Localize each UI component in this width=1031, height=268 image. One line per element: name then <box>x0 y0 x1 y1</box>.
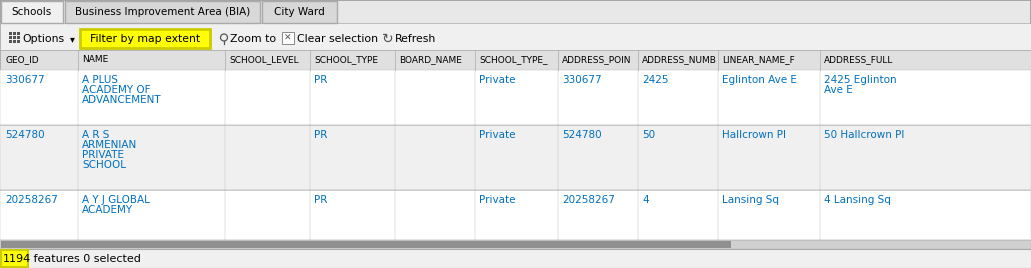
Text: Options: Options <box>22 34 64 43</box>
Text: ADVANCEMENT: ADVANCEMENT <box>82 95 162 105</box>
Text: A R S: A R S <box>82 130 109 140</box>
Bar <box>9 32 11 35</box>
Text: 330677: 330677 <box>562 75 602 85</box>
Bar <box>13 32 15 35</box>
Text: SCHOOL_LEVEL: SCHOOL_LEVEL <box>229 55 299 65</box>
Text: LINEAR_NAME_F: LINEAR_NAME_F <box>722 55 795 65</box>
Text: ✕: ✕ <box>285 34 292 43</box>
Text: PR: PR <box>314 75 328 85</box>
Text: ADDRESS_POIN: ADDRESS_POIN <box>562 55 632 65</box>
Text: ▾: ▾ <box>69 35 74 44</box>
Text: Private: Private <box>479 75 516 85</box>
Text: Refresh: Refresh <box>395 34 436 43</box>
Text: ADDRESS_NUMB: ADDRESS_NUMB <box>642 55 717 65</box>
Text: ACADEMY OF: ACADEMY OF <box>82 85 151 95</box>
Bar <box>262 1 337 23</box>
Bar <box>0 70 1031 125</box>
Text: Schools: Schools <box>12 7 53 17</box>
Text: Lansing Sq: Lansing Sq <box>722 195 779 205</box>
Bar <box>1 1 63 23</box>
Bar <box>0 190 1031 240</box>
Text: 4 Lansing Sq: 4 Lansing Sq <box>824 195 891 205</box>
Text: 1194: 1194 <box>3 254 31 263</box>
Text: ACADEMY: ACADEMY <box>82 205 133 215</box>
Text: ↻: ↻ <box>383 32 394 46</box>
Text: Filter by map extent: Filter by map extent <box>90 34 200 43</box>
Bar <box>1 250 28 267</box>
Text: City Ward: City Ward <box>274 7 325 17</box>
Text: SCHOOL_TYPE: SCHOOL_TYPE <box>314 55 378 65</box>
Text: Hallcrown Pl: Hallcrown Pl <box>722 130 786 140</box>
Text: NAME: NAME <box>82 55 108 65</box>
Bar <box>0 23 1031 50</box>
Bar <box>13 40 15 43</box>
Text: SCHOOL_TYPE_: SCHOOL_TYPE_ <box>479 55 547 65</box>
Text: Eglinton Ave E: Eglinton Ave E <box>722 75 797 85</box>
Text: features 0 selected: features 0 selected <box>30 254 141 263</box>
Text: A Y J GLOBAL: A Y J GLOBAL <box>82 195 149 205</box>
Text: BOARD_NAME: BOARD_NAME <box>399 55 462 65</box>
Text: 20258267: 20258267 <box>562 195 614 205</box>
Text: PR: PR <box>314 130 328 140</box>
Text: Clear selection: Clear selection <box>297 34 378 43</box>
Bar <box>16 40 20 43</box>
Bar <box>0 125 1031 190</box>
Text: 524780: 524780 <box>562 130 602 140</box>
Text: GEO_ID: GEO_ID <box>5 55 38 65</box>
Text: Private: Private <box>479 130 516 140</box>
Text: PR: PR <box>314 195 328 205</box>
Text: Private: Private <box>479 195 516 205</box>
Bar <box>9 36 11 39</box>
Text: PRIVATE: PRIVATE <box>82 150 124 160</box>
Bar <box>0 249 1031 268</box>
Text: Business Improvement Area (BIA): Business Improvement Area (BIA) <box>75 7 251 17</box>
Text: 4: 4 <box>642 195 648 205</box>
Text: ADDRESS_FULL: ADDRESS_FULL <box>824 55 894 65</box>
Bar <box>13 36 15 39</box>
Bar <box>16 32 20 35</box>
Text: 20258267: 20258267 <box>5 195 58 205</box>
Text: Ave E: Ave E <box>824 85 853 95</box>
Bar <box>9 40 11 43</box>
Text: 50 Hallcrown Pl: 50 Hallcrown Pl <box>824 130 904 140</box>
Text: SCHOOL: SCHOOL <box>82 160 126 170</box>
Text: Zoom to: Zoom to <box>230 34 276 43</box>
Bar <box>1 241 731 248</box>
Bar <box>16 36 20 39</box>
Text: 524780: 524780 <box>5 130 44 140</box>
Bar <box>80 29 210 48</box>
Bar <box>0 50 1031 70</box>
Bar <box>0 240 1031 249</box>
Text: 50: 50 <box>642 130 655 140</box>
Bar <box>282 32 294 44</box>
Text: 2425 Eglinton: 2425 Eglinton <box>824 75 897 85</box>
Text: A PLUS: A PLUS <box>82 75 118 85</box>
Text: 330677: 330677 <box>5 75 44 85</box>
Text: 2425: 2425 <box>642 75 668 85</box>
Bar <box>65 1 260 23</box>
Text: ARMENIAN: ARMENIAN <box>82 140 137 150</box>
